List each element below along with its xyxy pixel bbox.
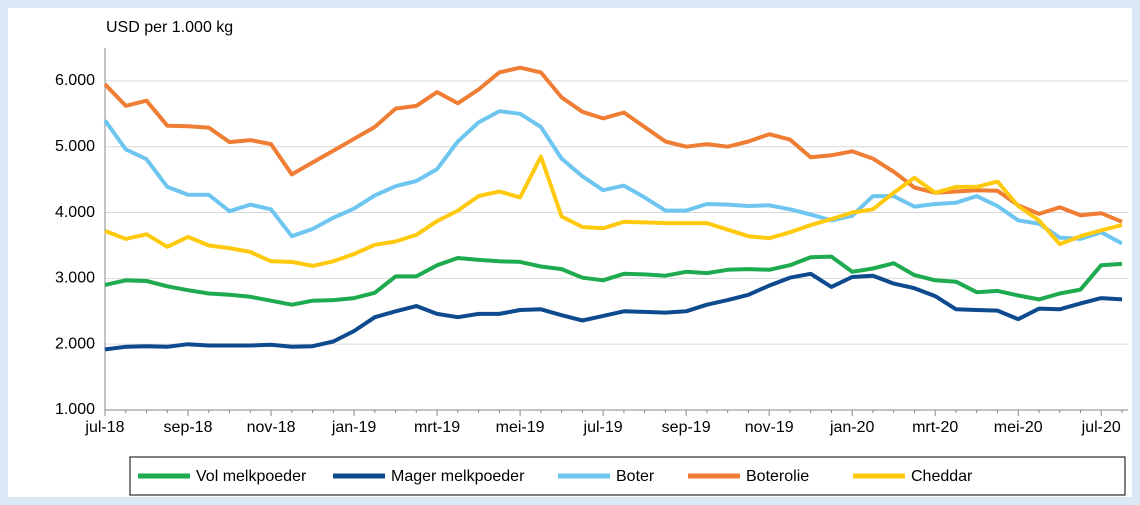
legend-box bbox=[129, 456, 1126, 496]
x-tick-label: jul-18 bbox=[84, 419, 124, 436]
x-tick-label: mei-20 bbox=[994, 419, 1043, 436]
y-tick-label: 2.000 bbox=[55, 335, 95, 352]
y-tick-label: 3.000 bbox=[55, 270, 95, 287]
legend-label: Boterolie bbox=[746, 468, 809, 485]
x-tick-label: sep-19 bbox=[662, 419, 711, 436]
legend-label: Boter bbox=[616, 468, 655, 485]
x-tick-label: mrt-19 bbox=[414, 419, 460, 436]
y-tick-label: 1.000 bbox=[55, 401, 95, 418]
series-line bbox=[103, 109, 1123, 246]
x-tick-label: nov-19 bbox=[745, 419, 794, 436]
x-tick-label: jul-20 bbox=[1081, 419, 1121, 436]
y-tick-label: 5.000 bbox=[55, 138, 95, 155]
x-tick-label: jan-20 bbox=[829, 419, 875, 436]
series-line bbox=[104, 254, 1123, 307]
x-tick-label: mei-19 bbox=[496, 419, 545, 436]
legend-label: Cheddar bbox=[911, 468, 973, 485]
x-tick-label: jul-19 bbox=[583, 419, 623, 436]
x-tick-label: mrt-20 bbox=[912, 419, 958, 436]
series-line bbox=[104, 271, 1123, 352]
x-tick-label: nov-18 bbox=[247, 419, 296, 436]
legend-label: Mager melkpoeder bbox=[391, 468, 525, 485]
legend-label: Vol melkpoeder bbox=[196, 468, 307, 485]
panel bbox=[8, 8, 1132, 497]
series-line bbox=[104, 154, 1123, 268]
y-tick-label: 4.000 bbox=[55, 204, 95, 221]
x-tick-label: sep-18 bbox=[164, 419, 213, 436]
series-line bbox=[103, 65, 1123, 224]
x-tick-label: jan-19 bbox=[331, 419, 377, 436]
y-tick-label: 6.000 bbox=[55, 72, 95, 89]
chart-title: USD per 1.000 kg bbox=[106, 19, 233, 36]
